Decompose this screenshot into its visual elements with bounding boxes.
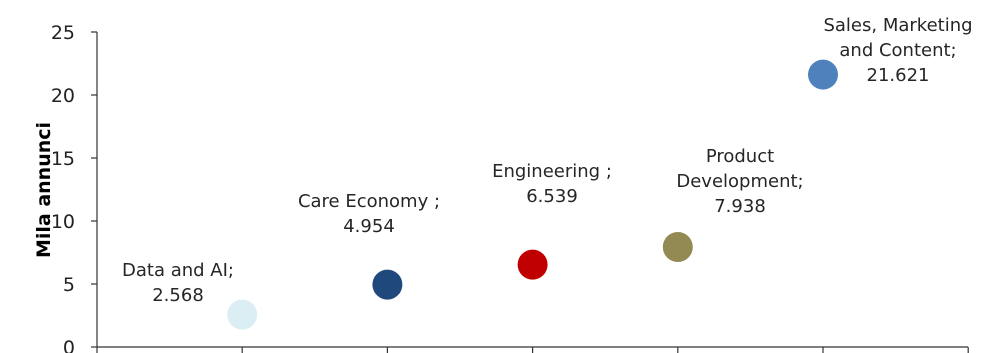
data-point [662, 231, 693, 262]
y-tick-label: 15 [51, 148, 75, 170]
y-tick-label: 5 [63, 274, 75, 296]
data-label: Data and AI; 2.568 [122, 260, 234, 306]
y-axis-title: Mila annunci [33, 122, 55, 258]
y-tick-label: 25 [51, 22, 75, 44]
data-label: Sales, Marketing and Content; 21.621 [823, 15, 972, 86]
data-label: Engineering ; 6.539 [492, 161, 612, 207]
y-tick-label: 0 [63, 337, 75, 353]
data-point [227, 299, 258, 330]
y-tick-label: 20 [51, 85, 75, 107]
data-points [227, 59, 838, 330]
data-point [808, 59, 838, 90]
x-axis [96, 346, 969, 353]
data-label: Product Development; 7.938 [676, 146, 803, 217]
data-label: Care Economy ; 4.954 [298, 191, 440, 237]
data-point [372, 269, 403, 300]
y-tick-label: 10 [51, 211, 75, 233]
y-axis: 0 5 10 15 20 25 [51, 22, 98, 353]
data-point [517, 249, 548, 280]
data-labels: Data and AI; 2.568 Care Economy ; 4.954 Engi… [122, 15, 973, 306]
